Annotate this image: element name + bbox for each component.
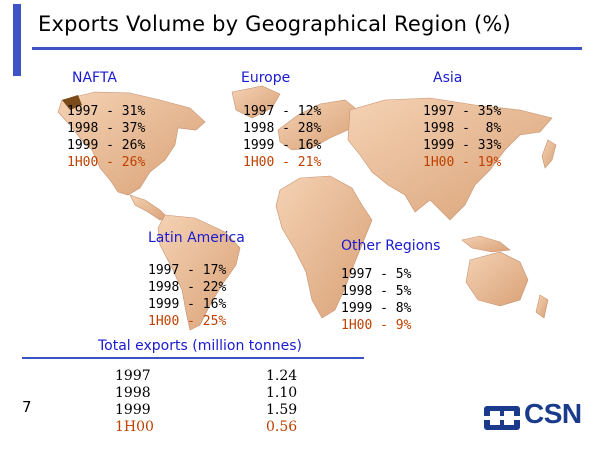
totals-years: 1997 1998 1999 1H00 bbox=[115, 368, 154, 436]
region-stats-other-regions: 1997 - 5% 1998 - 5% 1999 - 8% 1H00 - 9% bbox=[341, 266, 411, 334]
stat-row: 1998 - 22% bbox=[148, 280, 227, 295]
totals-value-highlight: 0.56 bbox=[266, 419, 298, 435]
new-zealand-shape bbox=[535, 294, 549, 319]
totals-year-highlight: 1H00 bbox=[115, 419, 154, 435]
region-label-nafta: NAFTA bbox=[72, 70, 117, 86]
totals-value: 1.24 bbox=[266, 368, 298, 384]
alaska-shape bbox=[62, 95, 82, 110]
totals-year: 1998 bbox=[115, 385, 151, 401]
stat-row-highlight: 1H00 - 26% bbox=[67, 155, 146, 170]
slide-title: Exports Volume by Geographical Region (%… bbox=[38, 12, 511, 36]
region-label-europe: Europe bbox=[241, 70, 291, 86]
csn-logo-icon bbox=[484, 406, 520, 430]
asia-shape bbox=[347, 97, 553, 221]
totals-title: Total exports (million tonnes) bbox=[98, 338, 302, 354]
totals-year: 1997 bbox=[115, 368, 151, 384]
stat-row: 1998 - 37% bbox=[67, 121, 146, 136]
title-underline bbox=[32, 47, 582, 50]
stat-row: 1999 - 8% bbox=[341, 301, 412, 316]
central-america-shape bbox=[129, 194, 169, 221]
stat-row: 1997 - 31% bbox=[67, 104, 146, 119]
region-stats-latin-america: 1997 - 17% 1998 - 22% 1999 - 16% 1H00 - … bbox=[148, 262, 226, 330]
south-america-shape bbox=[157, 214, 241, 331]
stat-row: 1997 - 12% bbox=[243, 104, 322, 119]
region-label-other-regions: Other Regions bbox=[341, 238, 441, 254]
africa-shape bbox=[275, 175, 373, 319]
stat-row-highlight: 1H00 - 25% bbox=[148, 314, 227, 329]
csn-logo-text: CSN bbox=[524, 398, 582, 429]
world-map bbox=[57, 85, 557, 331]
stat-row: 1999 - 16% bbox=[243, 138, 322, 153]
stat-row: 1998 - 5% bbox=[341, 284, 412, 299]
stat-row: 1999 - 16% bbox=[148, 297, 227, 312]
region-stats-nafta: 1997 - 31% 1998 - 37% 1999 - 26% 1H00 - … bbox=[67, 103, 145, 171]
totals-values: 1.24 1.10 1.59 0.56 bbox=[266, 368, 297, 436]
stat-row: 1998 - 28% bbox=[243, 121, 322, 136]
stat-row-highlight: 1H00 - 9% bbox=[341, 318, 412, 333]
greenland-shape bbox=[231, 85, 281, 119]
totals-value: 1.10 bbox=[266, 385, 298, 401]
stat-row: 1999 - 33% bbox=[423, 138, 502, 153]
stat-row: 1999 - 26% bbox=[67, 138, 146, 153]
stat-row: 1997 - 5% bbox=[341, 267, 412, 282]
title-accent-bar bbox=[13, 4, 21, 76]
north-america-shape bbox=[57, 91, 206, 196]
region-stats-asia: 1997 - 35% 1998 - 8% 1999 - 33% 1H00 - 1… bbox=[423, 103, 501, 171]
region-stats-europe: 1997 - 12% 1998 - 28% 1999 - 16% 1H00 - … bbox=[243, 103, 321, 171]
stat-row: 1997 - 17% bbox=[148, 263, 227, 278]
totals-underline bbox=[22, 357, 364, 359]
indonesia-shape bbox=[461, 235, 511, 253]
japan-shape bbox=[541, 139, 557, 169]
totals-value: 1.59 bbox=[266, 402, 298, 418]
australia-shape bbox=[465, 251, 529, 307]
stat-row-highlight: 1H00 - 21% bbox=[243, 155, 322, 170]
totals-year: 1999 bbox=[115, 402, 151, 418]
region-label-latin-america: Latin America bbox=[148, 230, 245, 246]
stat-row: 1998 - 8% bbox=[423, 121, 502, 136]
stat-row-highlight: 1H00 - 19% bbox=[423, 155, 502, 170]
page-number: 7 bbox=[22, 398, 32, 416]
stat-row: 1997 - 35% bbox=[423, 104, 502, 119]
region-label-asia: Asia bbox=[433, 70, 463, 86]
